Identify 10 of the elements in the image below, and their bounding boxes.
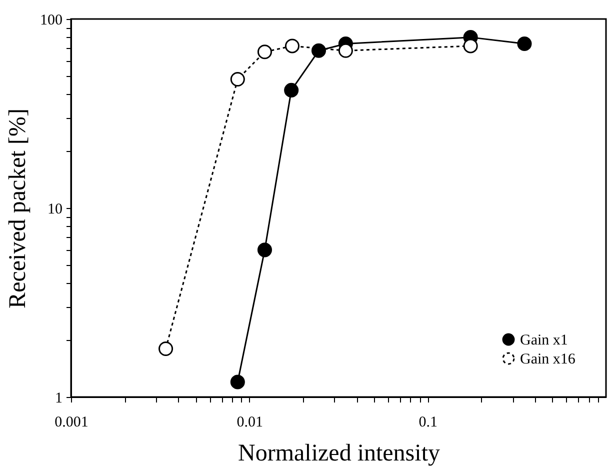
x-tick-label: 0.1	[418, 414, 438, 430]
legend-label: Gain x16	[520, 352, 576, 368]
y-tick-label: 10	[48, 202, 62, 218]
x-tick-label: 0.01	[236, 414, 263, 430]
y-tick-label: 1	[55, 390, 62, 406]
y-axis-title: Received packet [%]	[5, 108, 31, 308]
x-tick-label: 0.001	[54, 414, 88, 430]
legend-label: Gain x1	[520, 332, 568, 348]
y-tick-label: 100	[40, 12, 62, 28]
x-axis-title: Normalized intensity	[238, 440, 440, 466]
